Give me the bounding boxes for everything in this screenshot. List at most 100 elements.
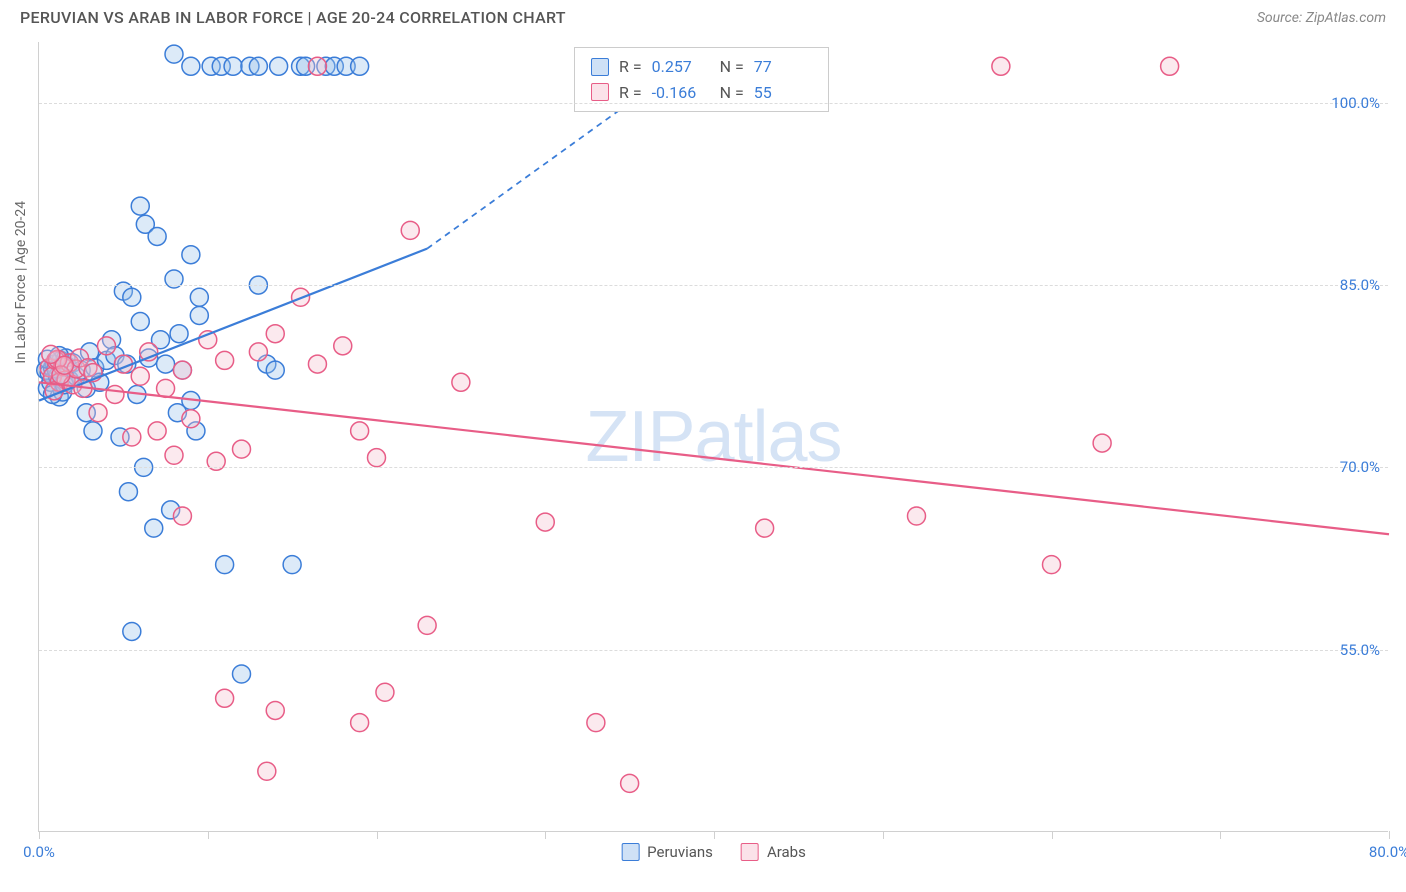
grid-line — [39, 285, 1388, 286]
scatter-point — [89, 404, 107, 422]
scatter-point — [50, 347, 68, 365]
legend-label: Arabs — [767, 843, 806, 861]
x-tick-label: 80.0% — [1369, 843, 1406, 861]
scatter-point — [60, 354, 78, 372]
bottom-legend: Peruvians Arabs — [621, 843, 806, 861]
scatter-point — [351, 422, 369, 440]
scatter-point — [145, 519, 163, 537]
scatter-point — [128, 385, 146, 403]
scatter-point — [165, 446, 183, 464]
scatter-point — [106, 385, 124, 403]
scatter-point — [376, 683, 394, 701]
scatter-point — [98, 337, 116, 355]
scatter-point — [57, 349, 75, 367]
scatter-point — [292, 57, 310, 75]
scatter-point — [123, 428, 141, 446]
scatter-point — [86, 359, 104, 377]
scatter-point — [216, 689, 234, 707]
scatter-point — [91, 373, 109, 391]
scatter-point — [418, 616, 436, 634]
scatter-point — [621, 774, 639, 792]
x-tick-label: 0.0% — [23, 843, 55, 861]
scatter-point — [241, 57, 259, 75]
scatter-point — [60, 371, 78, 389]
scatter-point — [55, 373, 73, 391]
scatter-point — [114, 355, 132, 373]
chart-plot-area: In Labor Force | Age 20-24 ZIPatlas R = … — [38, 42, 1388, 832]
scatter-point — [57, 371, 75, 389]
scatter-point — [266, 325, 284, 343]
scatter-point — [587, 714, 605, 732]
scatter-point — [37, 361, 55, 379]
scatter-point — [182, 57, 200, 75]
x-tick — [39, 831, 40, 839]
stats-r-label: R = — [619, 80, 642, 106]
scatter-point — [42, 345, 60, 363]
scatter-point — [202, 57, 220, 75]
scatter-point — [212, 57, 230, 75]
x-tick — [1052, 831, 1053, 839]
trend-line — [39, 382, 1389, 534]
stats-r-pink: -0.166 — [652, 80, 710, 106]
scatter-point — [119, 483, 137, 501]
scatter-point — [165, 45, 183, 63]
swatch-pink-icon — [591, 83, 609, 101]
scatter-point — [131, 367, 149, 385]
scatter-point — [131, 313, 149, 331]
scatter-point — [52, 366, 70, 384]
scatter-point — [334, 337, 352, 355]
scatter-point — [270, 57, 288, 75]
scatter-point — [266, 701, 284, 719]
stats-n-blue: 77 — [754, 54, 812, 80]
scatter-point — [1093, 434, 1111, 452]
scatter-point — [55, 356, 73, 374]
scatter-point — [536, 513, 554, 531]
scatter-point — [84, 422, 102, 440]
y-tick-label: 85.0% — [1340, 276, 1380, 294]
scatter-point — [140, 343, 158, 361]
scatter-point — [71, 349, 89, 367]
y-axis-label: In Labor Force | Age 20-24 — [13, 200, 29, 363]
watermark-text: ZIPatlas — [585, 396, 841, 478]
scatter-point — [173, 361, 191, 379]
source-label: Source: ZipAtlas.com — [1257, 10, 1386, 26]
scatter-point — [152, 331, 170, 349]
scatter-point — [173, 361, 191, 379]
x-tick — [208, 831, 209, 839]
scatter-point — [292, 288, 310, 306]
scatter-point — [337, 57, 355, 75]
scatter-point — [81, 343, 99, 361]
scatter-point — [308, 57, 326, 75]
scatter-point — [187, 422, 205, 440]
scatter-point — [42, 373, 60, 391]
scatter-point — [173, 507, 191, 525]
scatter-point — [77, 404, 95, 422]
stats-r-blue: 0.257 — [652, 54, 710, 80]
scatter-point — [1043, 556, 1061, 574]
scatter-point — [103, 331, 121, 349]
scatter-point — [54, 358, 72, 376]
scatter-point — [157, 379, 175, 397]
scatter-point — [77, 379, 95, 397]
scatter-point — [308, 355, 326, 373]
scatter-point — [182, 392, 200, 410]
grid-line — [39, 103, 1388, 104]
scatter-point — [50, 388, 68, 406]
scatter-point — [84, 364, 102, 382]
scatter-point — [182, 410, 200, 428]
scatter-point — [44, 385, 62, 403]
x-tick — [1389, 831, 1390, 839]
scatter-point — [74, 379, 92, 397]
legend-item-peruvians: Peruvians — [621, 843, 713, 861]
scatter-point — [297, 57, 315, 75]
scatter-point — [47, 360, 65, 378]
scatter-point — [756, 519, 774, 537]
scatter-point — [233, 440, 251, 458]
x-tick — [883, 831, 884, 839]
scatter-point — [44, 359, 62, 377]
scatter-point — [64, 354, 82, 372]
y-tick-label: 55.0% — [1340, 641, 1380, 659]
scatter-svg — [39, 42, 1388, 831]
scatter-point — [258, 355, 276, 373]
scatter-point — [351, 57, 369, 75]
